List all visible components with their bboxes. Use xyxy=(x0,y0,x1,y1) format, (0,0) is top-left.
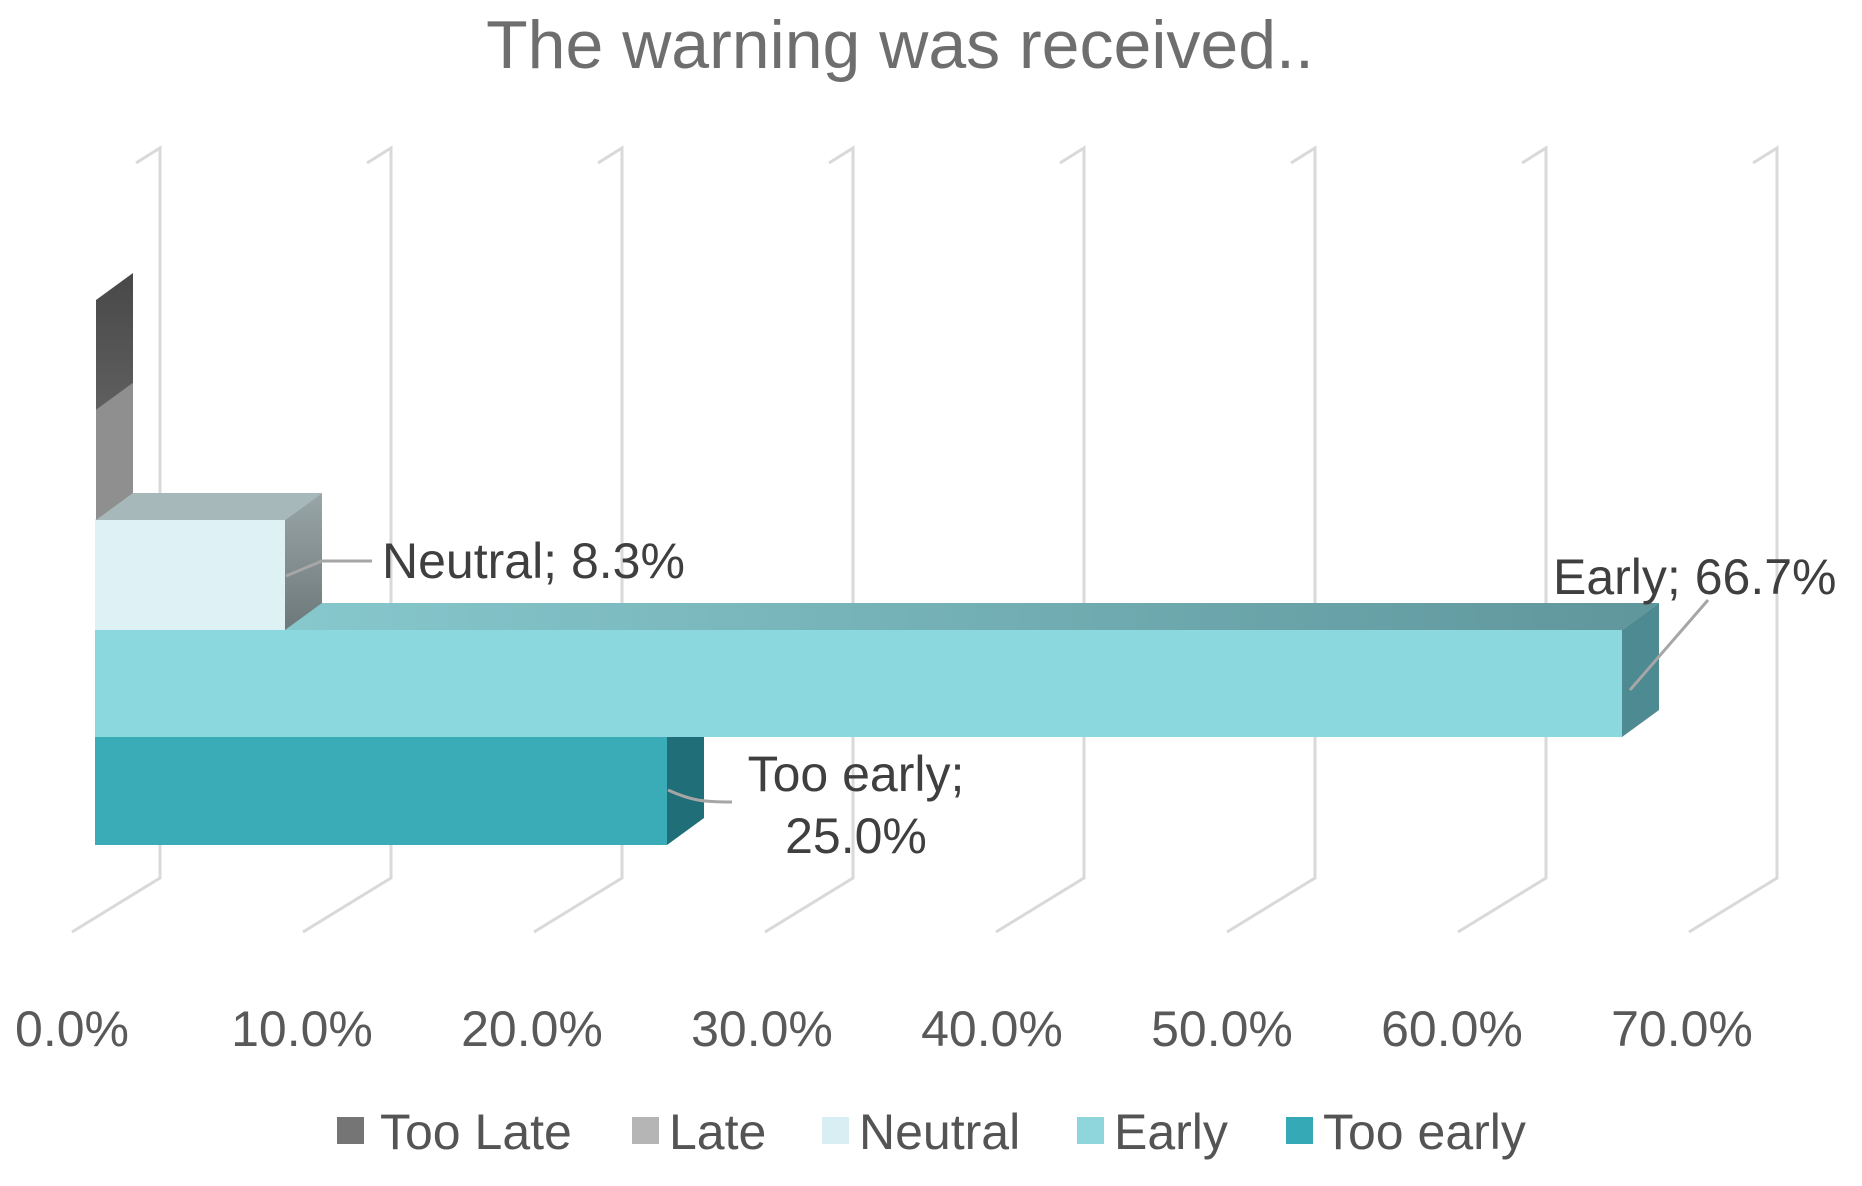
x-tick-label: 70.0% xyxy=(1611,1001,1753,1057)
leader-too-early xyxy=(667,788,733,804)
gridline xyxy=(1688,145,1779,934)
chart-title: The warning was received.. xyxy=(486,7,1314,83)
leader-early xyxy=(1628,599,1710,691)
x-axis-ticks: 0.0% 10.0% 20.0% 30.0% 40.0% 50.0% 60.0%… xyxy=(15,1001,1753,1057)
bar-too-late-sliver xyxy=(96,273,133,410)
legend: Too Late Late Neutral Early Too early xyxy=(337,1104,1526,1160)
x-tick-label: 30.0% xyxy=(691,1001,833,1057)
gridline xyxy=(533,145,624,934)
leader-lines xyxy=(285,559,1710,804)
x-tick-label: 0.0% xyxy=(15,1001,129,1057)
legend-label: Late xyxy=(669,1104,766,1160)
leader-neutral xyxy=(285,559,372,578)
x-tick-label: 20.0% xyxy=(461,1001,603,1057)
bar-late-sliver xyxy=(96,383,133,520)
x-tick-label: 40.0% xyxy=(921,1001,1063,1057)
legend-label: Neutral xyxy=(859,1104,1020,1160)
legend-item-too-early: Too early xyxy=(1286,1104,1526,1160)
data-label-too-early-line2: 25.0% xyxy=(785,808,927,864)
legend-label: Too early xyxy=(1323,1104,1526,1160)
bar-early-top xyxy=(95,603,1659,630)
gridline xyxy=(1457,145,1548,934)
legend-item-early: Early xyxy=(1077,1104,1228,1160)
bar-neutral-cap xyxy=(285,493,322,630)
bar-early-cap xyxy=(1622,603,1659,737)
data-label-too-early-line1: Too early; xyxy=(748,746,965,802)
data-label-early: Early; 66.7% xyxy=(1553,549,1836,605)
legend-swatch-icon xyxy=(822,1117,849,1144)
gridline xyxy=(302,145,393,934)
legend-swatch-icon xyxy=(337,1117,364,1144)
bar-too-early-front xyxy=(95,737,667,845)
bar-early-front xyxy=(95,630,1622,737)
gridline xyxy=(764,145,855,934)
x-tick-label: 60.0% xyxy=(1381,1001,1523,1057)
legend-swatch-icon xyxy=(1286,1117,1313,1144)
bar-neutral xyxy=(95,493,322,630)
legend-swatch-icon xyxy=(1077,1117,1104,1144)
gridline xyxy=(1226,145,1317,934)
data-label-neutral: Neutral; 8.3% xyxy=(382,533,685,589)
legend-label: Too Late xyxy=(380,1104,572,1160)
legend-item-late: Late xyxy=(632,1104,766,1160)
bar-too-early xyxy=(95,710,704,845)
legend-item-too-late: Too Late xyxy=(337,1104,572,1160)
bar-neutral-top xyxy=(95,493,322,520)
bar-neutral-front xyxy=(95,520,285,630)
gridlines xyxy=(71,145,1779,934)
legend-label: Early xyxy=(1114,1104,1228,1160)
x-tick-label: 50.0% xyxy=(1151,1001,1293,1057)
legend-swatch-icon xyxy=(632,1117,659,1144)
legend-item-neutral: Neutral xyxy=(822,1104,1020,1160)
x-tick-label: 10.0% xyxy=(231,1001,373,1057)
bar-too-early-cap xyxy=(667,710,704,845)
bar-early xyxy=(95,603,1659,737)
gridline xyxy=(995,145,1086,934)
